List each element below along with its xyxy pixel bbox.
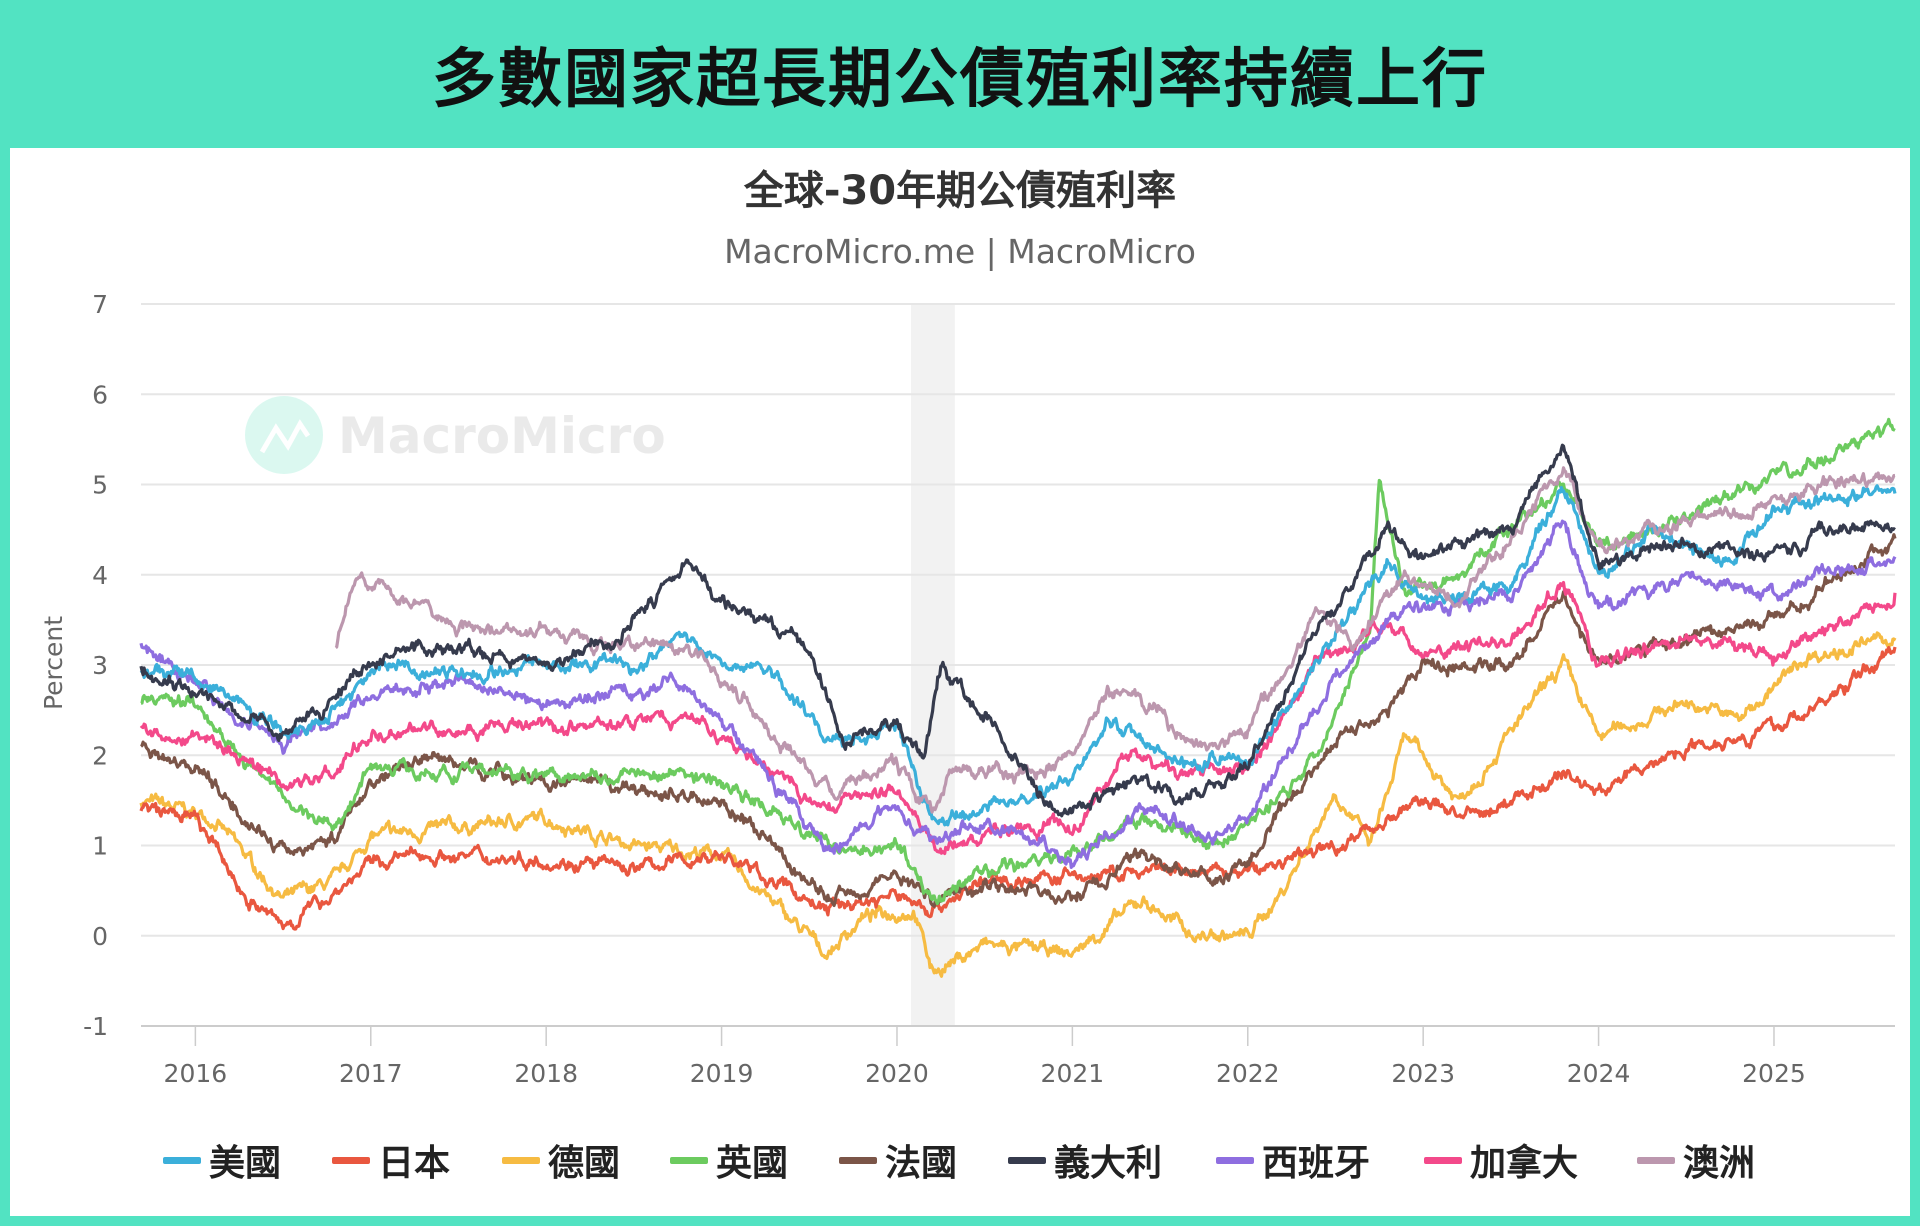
x-tick-label: 2024 <box>1567 1059 1631 1088</box>
y-tick-label: 1 <box>92 832 108 861</box>
chart-title: 全球-30年期公債殖利率 <box>743 168 1176 214</box>
legend-item[interactable]: 西班牙 <box>1216 1134 1370 1186</box>
series-line-2 <box>139 631 1897 978</box>
legend-item[interactable]: 美國 <box>163 1134 281 1186</box>
legend-label: 美國 <box>209 1143 282 1184</box>
legend-item[interactable]: 澳洲 <box>1637 1134 1755 1186</box>
legend-label: 西班牙 <box>1262 1143 1371 1184</box>
legend-swatch <box>1637 1156 1675 1164</box>
x-tick-label: 2019 <box>690 1059 754 1088</box>
legend-label: 德國 <box>548 1143 621 1184</box>
y-tick-label: 3 <box>92 651 108 680</box>
x-axis: 2016 2017 2018 2019 2020 2021 2022 2023 2024 2025 <box>164 1026 1806 1088</box>
legend-item[interactable]: 義大利 <box>1008 1134 1162 1186</box>
legend-swatch <box>1008 1156 1046 1164</box>
x-tick-label: 2021 <box>1041 1059 1105 1088</box>
y-tick-label: -1 <box>83 1012 108 1041</box>
series-line-5 <box>139 443 1896 818</box>
x-tick-label: 2020 <box>865 1059 929 1088</box>
series-line-0 <box>139 484 1897 827</box>
x-tick-label: 2018 <box>514 1059 578 1088</box>
legend-label: 英國 <box>716 1143 789 1184</box>
legend-swatch <box>1216 1156 1254 1164</box>
watermark-text: MacroMicro <box>338 407 666 465</box>
y-tick-label: 2 <box>92 741 108 770</box>
gridlines <box>141 303 1895 1027</box>
series-line-1 <box>139 646 1897 931</box>
series-lines <box>139 417 1897 978</box>
legend-item[interactable]: 德國 <box>502 1134 620 1186</box>
x-tick-label: 2025 <box>1742 1059 1806 1088</box>
series-line-8 <box>334 466 1896 814</box>
legend-item[interactable]: 加拿大 <box>1424 1134 1578 1186</box>
y-tick-label: 0 <box>92 922 108 951</box>
x-tick-label: 2023 <box>1391 1059 1455 1088</box>
headline: 多數國家超長期公債殖利率持續上行 <box>432 43 1488 117</box>
y-tick-label: 4 <box>92 561 108 590</box>
chart-subtitle: MacroMicro.me | MacroMicro <box>724 232 1196 271</box>
legend-swatch <box>839 1156 877 1164</box>
legend-item[interactable]: 法國 <box>839 1134 957 1186</box>
legend-label: 法國 <box>885 1143 958 1184</box>
x-tick-label: 2022 <box>1216 1059 1280 1088</box>
legend-label: 加拿大 <box>1470 1143 1579 1184</box>
legend-swatch <box>1424 1156 1462 1164</box>
legend-swatch <box>502 1156 540 1164</box>
y-axis: -1 0 1 2 3 4 5 6 7 <box>83 290 108 1041</box>
y-tick-label: 6 <box>92 380 108 409</box>
legend-swatch <box>670 1156 708 1164</box>
series-line-7 <box>139 580 1897 856</box>
watermark-logo: MacroMicro <box>245 396 666 474</box>
legend-label: 日本 <box>378 1143 451 1184</box>
y-axis-label: Percent <box>39 616 68 710</box>
series-line-6 <box>139 519 1897 869</box>
y-tick-label: 7 <box>92 290 108 319</box>
y-tick-label: 5 <box>92 471 108 500</box>
watermark-circle-icon <box>245 396 323 474</box>
legend: 美國 日本 德國 英國 法國 義大利 西班牙 加拿大 澳洲 <box>0 1134 1920 1184</box>
x-tick-label: 2016 <box>164 1059 228 1088</box>
legend-swatch <box>163 1156 201 1164</box>
watermark-chart-icon <box>259 419 311 454</box>
legend-label: 義大利 <box>1054 1143 1163 1184</box>
legend-label: 澳洲 <box>1683 1143 1756 1184</box>
legend-swatch <box>332 1156 370 1164</box>
legend-item[interactable]: 英國 <box>670 1134 788 1186</box>
legend-item[interactable]: 日本 <box>332 1134 450 1186</box>
x-tick-label: 2017 <box>339 1059 403 1088</box>
